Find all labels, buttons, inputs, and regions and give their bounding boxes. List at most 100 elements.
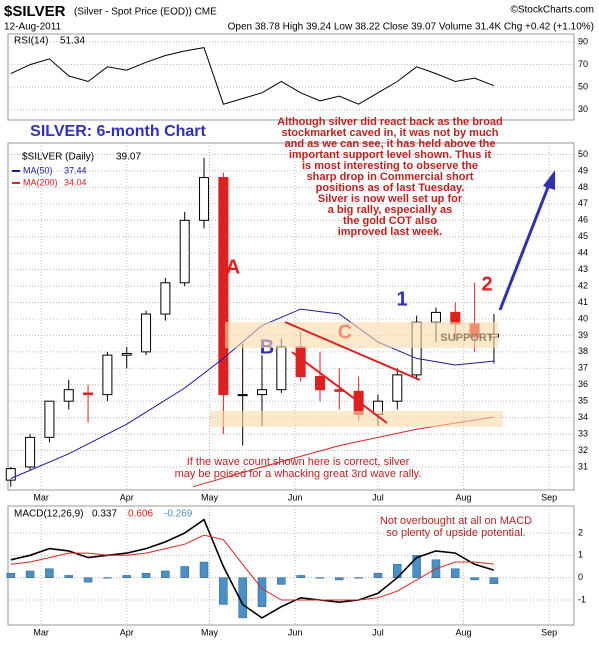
trend-line <box>284 321 421 381</box>
candle-body <box>5 468 16 481</box>
histogram-bar <box>199 561 209 578</box>
wave-label: 1 <box>396 288 407 310</box>
histogram-bar <box>180 566 189 578</box>
forecast-line: may be poised for a whacking great 3rd w… <box>175 468 422 480</box>
legend-name: MA(200) <box>23 177 58 187</box>
x-tick-label: Mar <box>33 492 49 502</box>
date: 12-Aug-2011 <box>4 22 62 33</box>
y-tick-label: 45 <box>578 231 588 241</box>
legend-value: 37.44 <box>64 165 87 175</box>
forecast-arrow <box>498 181 552 311</box>
y-tick-label: 32 <box>578 445 588 455</box>
histogram-bar <box>489 577 499 584</box>
x-tick-label: May <box>201 492 219 502</box>
y-tick-label: 50 <box>578 149 588 159</box>
note-line: a big rally, especially as <box>328 204 453 216</box>
rsi-line <box>10 47 495 105</box>
credit: ©StockCharts.com <box>510 5 594 16</box>
wave-label: 2 <box>481 273 492 295</box>
x-tick-label: Apr <box>120 627 134 637</box>
y-tick-label: 43 <box>578 264 588 274</box>
candle-body <box>430 311 441 323</box>
histogram-bar <box>257 577 267 607</box>
candle-body <box>199 177 210 221</box>
y-tick-label: 37 <box>578 363 588 373</box>
histogram-bar <box>6 572 16 578</box>
quote: Open 38.78 High 39.24 Low 38.22 Close 39… <box>228 22 594 33</box>
note-line: sharp drop in Commercial short <box>307 171 474 183</box>
y-tick-label: 44 <box>578 248 588 258</box>
x-tick-label: Jul <box>372 492 384 502</box>
candle-body <box>179 219 190 284</box>
note-line: the gold COT also <box>343 215 437 227</box>
x-tick-label: Jun <box>288 492 303 502</box>
y-tick-label: 0 <box>578 572 583 582</box>
x-tick-label: Jul <box>372 627 384 637</box>
y-tick-label: 42 <box>578 280 588 290</box>
histogram-bar <box>412 555 421 578</box>
legend-name: $SILVER (Daily) <box>22 152 94 163</box>
y-tick-label: 50 <box>578 82 588 92</box>
histogram-bar <box>296 575 305 578</box>
candle-body <box>160 282 171 315</box>
x-tick-label: Jun <box>288 627 303 637</box>
x-tick-label: May <box>201 627 219 637</box>
candle-body <box>63 389 74 402</box>
note-line: positions as of last Tuesday. <box>316 182 465 194</box>
histogram-bar <box>45 568 54 578</box>
y-tick-label: 41 <box>578 297 588 307</box>
y-tick-label: 49 <box>578 165 588 175</box>
y-tick-label: 40 <box>578 313 588 323</box>
candle-body <box>276 346 287 391</box>
x-tick-label: Sep <box>541 492 557 502</box>
note-line: so plenty of upside potential. <box>386 527 525 539</box>
candle-body <box>257 389 268 396</box>
x-tick-label: Aug <box>456 627 472 637</box>
legend-value: 0.606 <box>128 509 153 520</box>
legend-name: MA(50) <box>23 165 53 175</box>
note-line: and as we can see, it has held above the <box>285 138 496 150</box>
y-tick-label: 34 <box>578 412 588 422</box>
y-tick-label: 38 <box>578 346 588 356</box>
y-tick-label: 90 <box>578 36 588 46</box>
x-tick-label: Sep <box>541 627 557 637</box>
y-tick-label: 31 <box>578 461 588 471</box>
rsi-panel <box>7 33 575 121</box>
symbol: $SILVER <box>4 3 66 20</box>
note-line: stockmarket caved in, it was not by much <box>281 127 498 139</box>
histogram-bar <box>83 577 93 583</box>
legend-value: -0.269 <box>164 509 193 520</box>
histogram-bar <box>64 575 73 578</box>
support-band <box>210 411 503 427</box>
note-line: Silver is now well set up for <box>318 193 463 205</box>
histogram-bar <box>354 577 363 579</box>
histogram-bar <box>315 577 325 579</box>
support-band <box>225 322 498 348</box>
candle-body <box>218 177 229 396</box>
candle-body <box>392 374 403 402</box>
histogram-bar <box>451 568 460 578</box>
note-line: is most interesting to observe the <box>302 160 478 172</box>
y-tick-label: 33 <box>578 428 588 438</box>
histogram-bar <box>161 570 170 578</box>
histogram-bar <box>277 577 286 585</box>
histogram-bar <box>219 577 228 605</box>
histogram-bar <box>25 570 35 578</box>
panel-title: SILVER: 6-month Chart <box>30 123 206 140</box>
legend-value: 0.337 <box>92 509 117 520</box>
price-panel <box>7 142 575 491</box>
candle-body <box>102 354 113 396</box>
histogram-bar <box>122 575 131 578</box>
y-tick-label: -1 <box>578 594 586 604</box>
note-line: Although silver did react back as the br… <box>277 116 503 128</box>
y-tick-label: 48 <box>578 182 588 192</box>
candle-body <box>121 353 132 356</box>
y-tick-label: 47 <box>578 198 588 208</box>
note-line: important support level shown. Thus it <box>289 149 492 161</box>
y-tick-label: 1 <box>578 550 583 560</box>
x-tick-label: Aug <box>456 492 472 502</box>
arrow-head <box>543 170 555 190</box>
legend-name: RSI(14) <box>14 36 48 47</box>
histogram-bar <box>373 572 383 578</box>
legend-value: 34.04 <box>64 177 87 187</box>
